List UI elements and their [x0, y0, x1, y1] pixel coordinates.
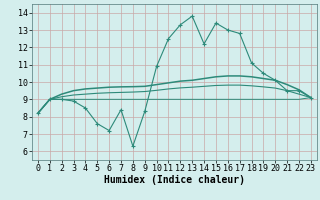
X-axis label: Humidex (Indice chaleur): Humidex (Indice chaleur) [104, 175, 245, 185]
